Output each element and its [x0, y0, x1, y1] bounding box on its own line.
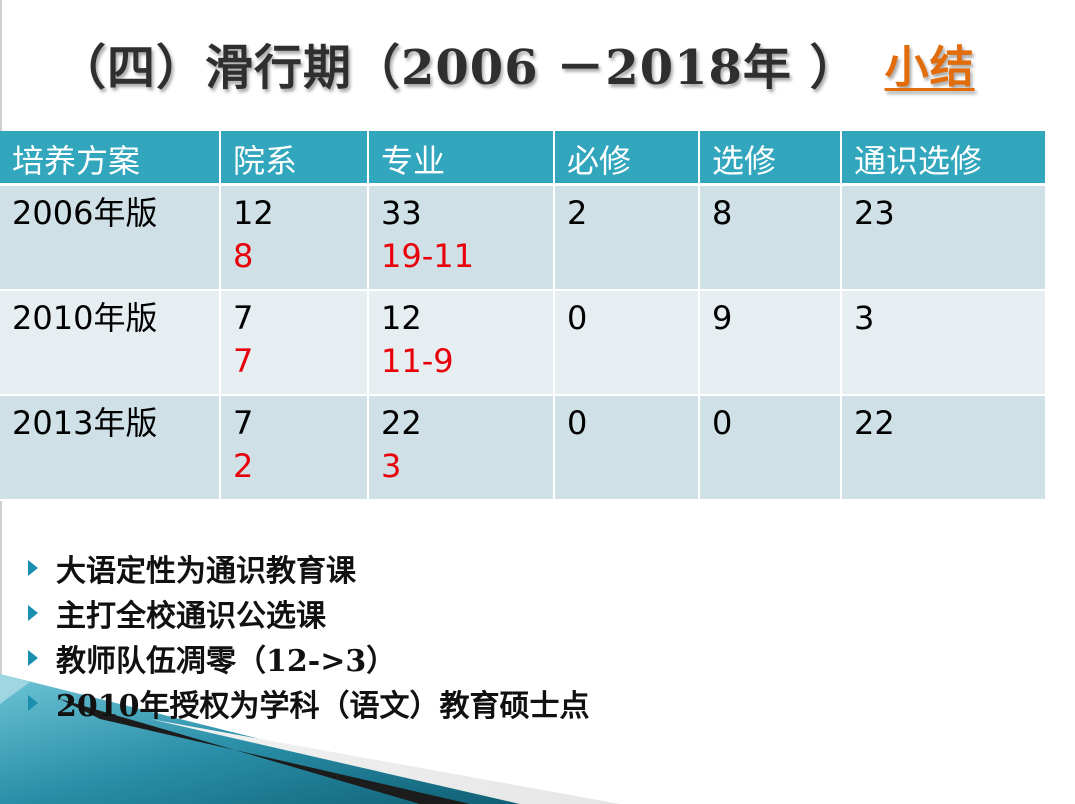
bullet-arrow-icon: [28, 694, 38, 711]
list-item: 大语定性为通识教育课: [28, 545, 590, 590]
header-required: 必修: [554, 131, 700, 186]
table-row: 2006年版 12 8 33 19-11 2 8 23: [0, 184, 1045, 291]
bullet-list: 大语定性为通识教育课 主打全校通识公选课 教师队伍凋零（12->3） 2010年…: [28, 545, 590, 725]
major-value: 12: [381, 298, 422, 337]
bullet-text: 主打全校通识公选课: [56, 598, 326, 634]
bullet-text: 大语定性为通识教育课: [56, 553, 356, 589]
cell-required: 0: [554, 394, 700, 501]
header-general-elective: 通识选修: [841, 131, 1045, 186]
table-header-row: 培养方案 院系 专业 必修 选修 通识选修: [0, 131, 1045, 186]
list-item: 主打全校通识公选课: [28, 590, 590, 635]
bullet-arrow-icon: [28, 649, 38, 666]
major-red-value: 3: [381, 446, 402, 485]
header-dept: 院系: [220, 131, 369, 186]
cell-general-elective: 22: [841, 394, 1045, 501]
list-item: 2010年授权为学科（语文）教育硕士点: [28, 680, 590, 725]
cell-plan: 2010年版: [0, 289, 221, 396]
cell-plan: 2006年版: [0, 184, 221, 291]
header-major: 专业: [368, 131, 555, 186]
header-elective: 选修: [699, 131, 842, 186]
header-plan: 培养方案: [0, 131, 221, 186]
dept-value: 12: [233, 194, 274, 232]
bullet-arrow-icon: [28, 559, 38, 576]
title-summary-link[interactable]: 小结: [884, 42, 975, 93]
cell-required: 0: [554, 289, 700, 396]
cell-general-elective: 23: [841, 184, 1045, 291]
title-main: （四）滑行期（2006 －2018年 ）: [58, 40, 859, 96]
bullet-text: 教师队伍凋零（12->3）: [56, 643, 397, 679]
list-item: 教师队伍凋零（12->3）: [28, 635, 590, 680]
dept-value: 7: [233, 403, 254, 442]
major-value: 22: [381, 403, 422, 442]
curriculum-table: 培养方案 院系 专业 必修 选修 通识选修 2006年版 12 8 33 19-11…: [0, 131, 1045, 501]
cell-major: 22 3: [368, 394, 555, 501]
slide-title: （四）滑行期（2006 －2018年 ） 小结: [58, 28, 975, 98]
major-value: 33: [381, 194, 422, 232]
cell-major: 12 11-9: [368, 289, 555, 396]
bullet-arrow-icon: [28, 604, 38, 621]
cell-dept: 12 8: [220, 184, 369, 291]
bullet-text: 2010年授权为学科（语文）教育硕士点: [56, 688, 590, 724]
cell-elective: 8: [699, 184, 842, 291]
dept-value: 7: [233, 298, 254, 337]
dept-red-value: 7: [233, 341, 254, 380]
cell-plan: 2013年版: [0, 394, 221, 501]
major-red-value: 11-9: [381, 341, 454, 380]
major-red-value: 19-11: [381, 237, 474, 275]
dept-red-value: 2: [233, 446, 254, 485]
cell-general-elective: 3: [841, 289, 1045, 396]
cell-required: 2: [554, 184, 700, 291]
dept-red-value: 8: [233, 237, 254, 275]
cell-elective: 9: [699, 289, 842, 396]
cell-elective: 0: [699, 394, 842, 501]
cell-major: 33 19-11: [368, 184, 555, 291]
